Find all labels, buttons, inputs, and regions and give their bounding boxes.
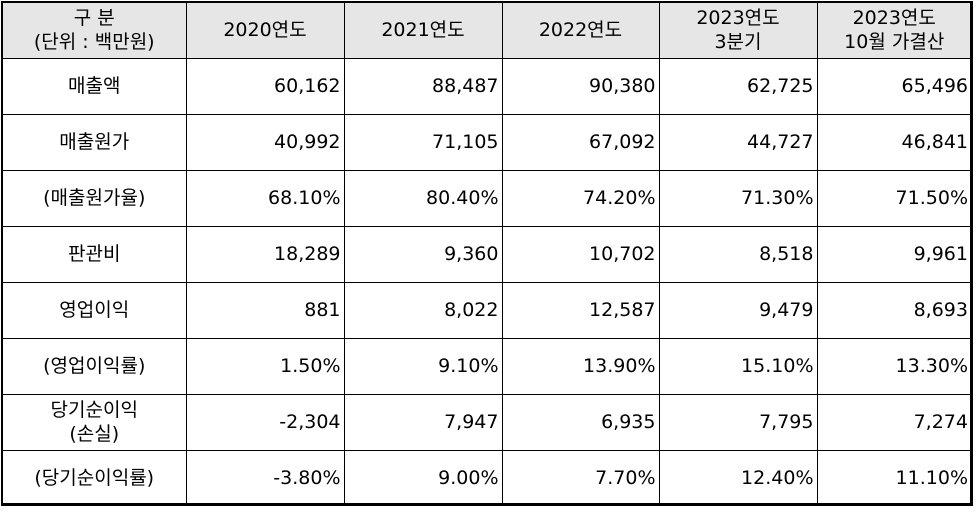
table-cell: 71.50% — [816, 169, 970, 227]
row-label: 판관비 — [3, 225, 187, 283]
header-col-2021: 2021연도 — [343, 3, 503, 59]
table-cell: 12,587 — [501, 281, 660, 339]
table-row: 매출액 60,162 88,487 90,380 62,725 65,496 — [3, 57, 970, 115]
header-corner-unit: (단위 : 백만원) — [33, 31, 155, 54]
table-cell: -2,304 — [185, 393, 345, 451]
header-col-2020: 2020연도 — [185, 3, 345, 59]
table-cell: 46,841 — [816, 113, 970, 171]
header-col-label: 2020연도 — [223, 19, 307, 42]
table-cell: 8,693 — [816, 281, 970, 339]
header-col-label: 2023연도 — [852, 7, 936, 30]
header-col-2023-q3: 2023연도 3분기 — [658, 3, 818, 59]
row-label: 영업이익 — [3, 281, 187, 339]
table-cell: 68.10% — [185, 169, 345, 227]
table-cell: 65,496 — [816, 57, 970, 115]
row-label: (당기순이익률) — [3, 449, 187, 503]
table-row: (매출원가율) 68.10% 80.40% 74.20% 71.30% 71.5… — [3, 169, 970, 227]
table-cell: 7,947 — [343, 393, 503, 451]
table-cell: 60,162 — [185, 57, 345, 115]
header-col-2023-oct: 2023연도 10월 가결산 — [816, 3, 970, 59]
table-cell: 71.30% — [658, 169, 818, 227]
table-cell: 44,727 — [658, 113, 818, 171]
table-cell: 8,518 — [658, 225, 818, 283]
table-cell: -3.80% — [185, 449, 345, 503]
header-col-label: 2023연도 — [696, 7, 780, 30]
table-cell: 67,092 — [501, 113, 660, 171]
table-row: 판관비 18,289 9,360 10,702 8,518 9,961 — [3, 225, 970, 283]
financial-summary-table: 구 분 (단위 : 백만원) 2020연도 2021연도 2022연도 2023… — [3, 3, 970, 503]
table-cell: 6,935 — [501, 393, 660, 451]
table-row: (영업이익률) 1.50% 9.10% 13.90% 15.10% 13.30% — [3, 337, 970, 395]
row-label-text: (매출원가율) — [43, 187, 146, 209]
table-cell: 10,702 — [501, 225, 660, 283]
table-cell: 13.30% — [816, 337, 970, 395]
table-cell: 12.40% — [658, 449, 818, 503]
table-cell: 90,380 — [501, 57, 660, 115]
header-corner-title: 구 분 — [73, 7, 115, 30]
table-cell: 7,795 — [658, 393, 818, 451]
row-label: (영업이익률) — [3, 337, 187, 395]
row-label: 매출액 — [3, 57, 187, 115]
table-cell: 881 — [185, 281, 345, 339]
table-cell: 7.70% — [501, 449, 660, 503]
row-label-text: (당기순이익률) — [34, 467, 155, 490]
table-cell: 1.50% — [185, 337, 345, 395]
header-col-2022: 2022연도 — [501, 3, 660, 59]
row-label-subtext: (손실) — [69, 423, 120, 445]
table-header-row: 구 분 (단위 : 백만원) 2020연도 2021연도 2022연도 2023… — [3, 3, 970, 59]
header-col-label: 2022연도 — [538, 19, 623, 42]
table-row: 매출원가 40,992 71,105 67,092 44,727 46,841 — [3, 113, 970, 171]
table-cell: 62,725 — [658, 57, 818, 115]
table-cell: 80.40% — [343, 169, 503, 227]
header-corner-cell: 구 분 (단위 : 백만원) — [3, 3, 187, 59]
row-label: 당기순이익 (손실) — [3, 393, 187, 451]
row-label-text: 판관비 — [68, 243, 121, 265]
table-cell: 74.20% — [501, 169, 660, 227]
table-cell: 71,105 — [343, 113, 503, 171]
table-cell: 9,961 — [816, 225, 970, 283]
row-label-text: 매출원가 — [59, 131, 130, 153]
row-label-text: 매출액 — [68, 75, 121, 97]
table-cell: 9,479 — [658, 281, 818, 339]
table-row: (당기순이익률) -3.80% 9.00% 7.70% 12.40% 11.10… — [3, 449, 970, 503]
table-cell: 18,289 — [185, 225, 345, 283]
row-label: (매출원가율) — [3, 169, 187, 227]
table-cell: 11.10% — [816, 449, 970, 503]
table-cell: 40,992 — [185, 113, 345, 171]
header-col-sublabel: 10월 가결산 — [844, 31, 945, 54]
row-label-text: 영업이익 — [59, 299, 130, 321]
table-cell: 88,487 — [343, 57, 503, 115]
row-label: 매출원가 — [3, 113, 187, 171]
table-cell: 9.00% — [343, 449, 503, 503]
table-cell: 13.90% — [501, 337, 660, 395]
table-cell: 7,274 — [816, 393, 970, 451]
table-cell: 9.10% — [343, 337, 503, 395]
header-col-sublabel: 3분기 — [714, 31, 762, 54]
table-row: 영업이익 881 8,022 12,587 9,479 8,693 — [3, 281, 970, 339]
table-row: 당기순이익 (손실) -2,304 7,947 6,935 7,795 7,27… — [3, 393, 970, 451]
table-cell: 9,360 — [343, 225, 503, 283]
row-label-text: 당기순이익 — [50, 399, 138, 421]
table-cell: 8,022 — [343, 281, 503, 339]
header-col-label: 2021연도 — [381, 19, 465, 42]
row-label-text: (영업이익률) — [43, 355, 146, 377]
table-cell: 15.10% — [658, 337, 818, 395]
